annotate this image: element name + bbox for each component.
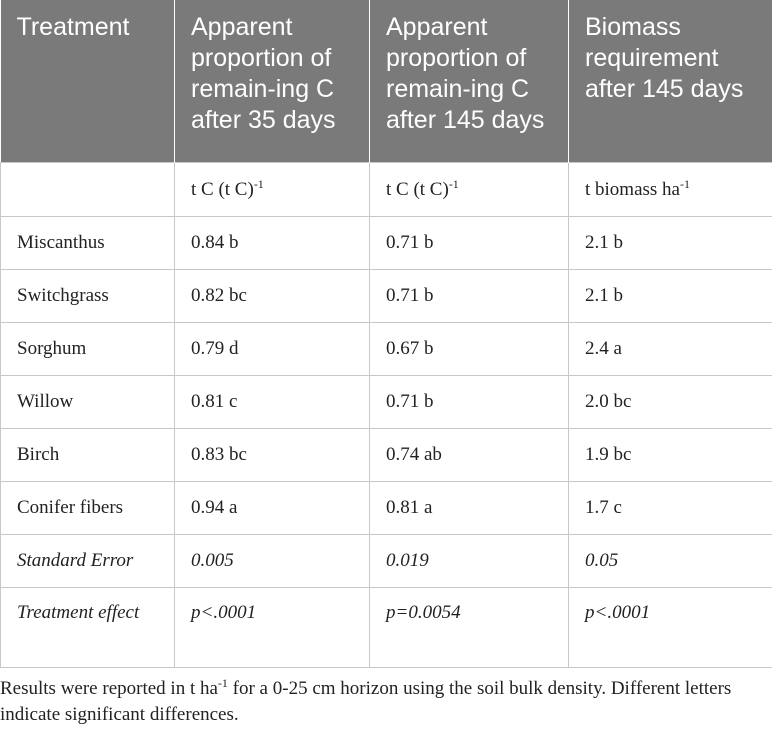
header-row: Treatment Apparent proportion of remain-… bbox=[0, 0, 772, 162]
standard-error-value: 0.019 bbox=[369, 533, 569, 588]
units-row: t C (t C)-1 t C (t C)-1 t biomass ha-1 bbox=[0, 161, 772, 217]
value-cell: 2.1 b bbox=[568, 268, 772, 323]
table-row: Willow 0.81 c 0.71 b 2.0 bc bbox=[0, 374, 772, 429]
table-row: Miscanthus 0.84 b 0.71 b 2.1 b bbox=[0, 215, 772, 270]
unit-superscript: -1 bbox=[448, 176, 459, 191]
value-cell: 0.81 c bbox=[174, 374, 370, 429]
standard-error-value: 0.005 bbox=[174, 533, 370, 588]
standard-error-row: Standard Error 0.005 0.019 0.05 bbox=[0, 533, 772, 588]
value-cell: 1.9 bc bbox=[568, 427, 772, 482]
footnote-text: for a 0-25 cm horizon using the soil bul… bbox=[0, 677, 732, 725]
treatment-cell: Birch bbox=[0, 427, 175, 482]
unit-text: t biomass ha bbox=[585, 178, 680, 200]
value-cell: 0.71 b bbox=[369, 215, 569, 270]
value-cell: 1.7 c bbox=[568, 480, 772, 535]
value-cell: 0.79 d bbox=[174, 321, 370, 376]
units-cell: t C (t C)-1 bbox=[369, 161, 569, 217]
value-cell: 0.71 b bbox=[369, 268, 569, 323]
value-cell: 0.71 b bbox=[369, 374, 569, 429]
treatment-effect-value: p=0.0054 bbox=[369, 586, 569, 668]
unit-superscript: -1 bbox=[253, 176, 264, 191]
standard-error-value: 0.05 bbox=[568, 533, 772, 588]
value-cell: 0.74 ab bbox=[369, 427, 569, 482]
header-treatment: Treatment bbox=[0, 0, 175, 162]
table-footnote: Results were reported in t ha-1 for a 0-… bbox=[0, 668, 772, 728]
unit-text: t C (t C) bbox=[386, 178, 449, 200]
value-cell: 2.0 bc bbox=[568, 374, 772, 429]
value-cell: 0.83 bc bbox=[174, 427, 370, 482]
value-cell: 0.67 b bbox=[369, 321, 569, 376]
value-cell: 0.81 a bbox=[369, 480, 569, 535]
table-row: Switchgrass 0.82 bc 0.71 b 2.1 b bbox=[0, 268, 772, 323]
treatment-cell: Switchgrass bbox=[0, 268, 175, 323]
units-cell bbox=[0, 161, 175, 217]
footnote-text: Results were reported in t ha bbox=[0, 677, 218, 699]
results-table: Treatment Apparent proportion of remain-… bbox=[0, 0, 772, 668]
value-cell: 2.1 b bbox=[568, 215, 772, 270]
header-remaining-c-145-days: Apparent proportion of remain-ing C afte… bbox=[369, 0, 569, 162]
unit-superscript: -1 bbox=[680, 176, 690, 191]
standard-error-label: Standard Error bbox=[0, 533, 175, 588]
unit-text: t C (t C) bbox=[191, 178, 254, 200]
table-row: Conifer fibers 0.94 a 0.81 a 1.7 c bbox=[0, 480, 772, 535]
footnote-superscript: -1 bbox=[217, 675, 228, 690]
units-cell: t biomass ha-1 bbox=[568, 161, 772, 217]
table-row: Sorghum 0.79 d 0.67 b 2.4 a bbox=[0, 321, 772, 376]
treatment-cell: Sorghum bbox=[0, 321, 175, 376]
header-biomass-requirement: Biomass requirement after 145 days bbox=[568, 0, 772, 162]
value-cell: 0.94 a bbox=[174, 480, 370, 535]
treatment-cell: Conifer fibers bbox=[0, 480, 175, 535]
header-remaining-c-35-days: Apparent proportion of remain-ing C afte… bbox=[174, 0, 370, 162]
units-cell: t C (t C)-1 bbox=[174, 161, 370, 217]
treatment-cell: Miscanthus bbox=[0, 215, 175, 270]
value-cell: 0.84 b bbox=[174, 215, 370, 270]
treatment-cell: Willow bbox=[0, 374, 175, 429]
treatment-effect-label: Treatment effect bbox=[0, 586, 175, 668]
treatment-effect-row: Treatment effect p<.0001 p=0.0054 p<.000… bbox=[0, 586, 772, 668]
treatment-effect-value: p<.0001 bbox=[568, 586, 772, 668]
table-row: Birch 0.83 bc 0.74 ab 1.9 bc bbox=[0, 427, 772, 482]
value-cell: 2.4 a bbox=[568, 321, 772, 376]
value-cell: 0.82 bc bbox=[174, 268, 370, 323]
treatment-effect-value: p<.0001 bbox=[174, 586, 370, 668]
